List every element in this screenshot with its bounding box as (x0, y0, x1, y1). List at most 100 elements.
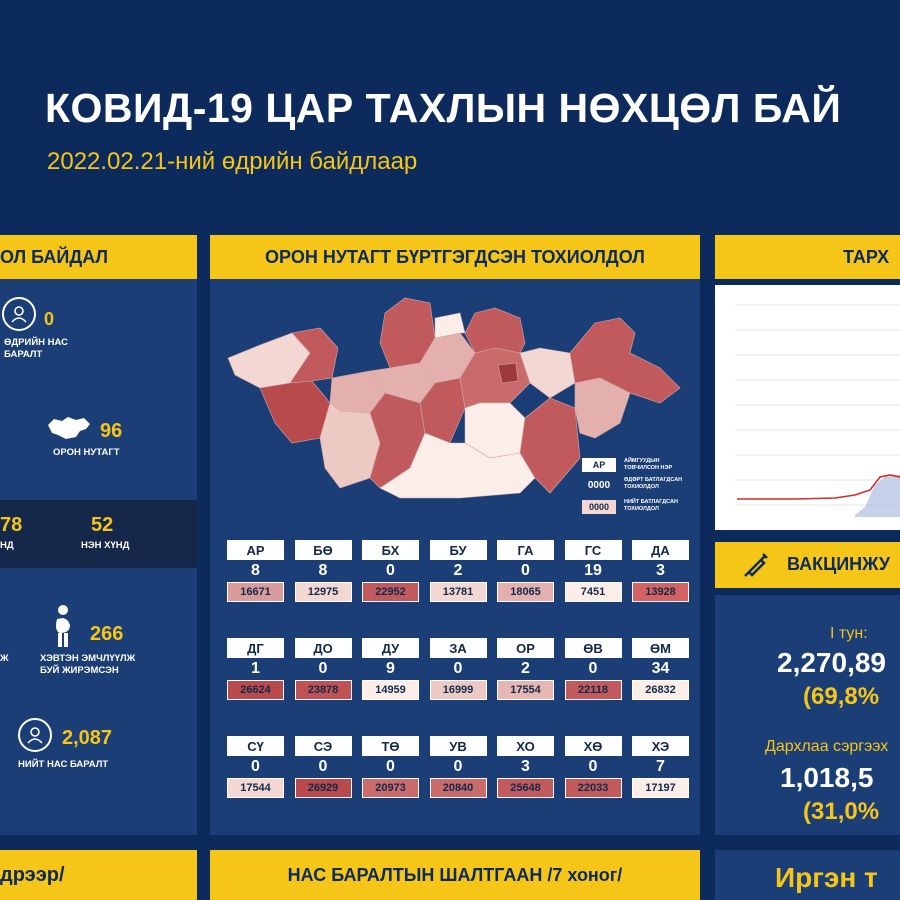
province-code: ӨВ (564, 638, 622, 658)
total-deaths-value: 2,087 (62, 727, 113, 749)
province-code: СЭ (294, 736, 352, 756)
pregnant-side-label: Ж (0, 653, 9, 664)
province-daily-cases: 0 (318, 660, 328, 677)
province-daily-cases: 0 (453, 660, 463, 677)
province-code: ЗА (429, 638, 487, 658)
severe-value: 78 (0, 514, 23, 536)
province-daily-cases: 0 (386, 562, 395, 579)
legend-code-desc: АЙМГУУДЫН ТОВЧИЛСОН НЭР (624, 458, 673, 471)
map-region-selenge (464, 307, 526, 354)
daily-deaths-label: ӨДРИЙН НАС БАРАЛТ (4, 337, 68, 360)
map-region-orkhon (434, 312, 466, 339)
province-grid: АР 8 16671 БӨ 8 12975 БХ 0 22952 БУ 2 13781 ГА 0 18065… (227, 540, 697, 820)
vaccine-header: ВАКЦИНЖУ (715, 542, 900, 588)
pregnant-label: ХЭВТЭН ЭМЧЛҮҮЛЖ БУЙ ЖИРЭМСЭН (40, 653, 136, 676)
province-code: АР (227, 540, 284, 560)
province-code: ДГ (227, 638, 284, 658)
province-daily-cases: 0 (386, 758, 395, 775)
province-total-cases: 20973 (362, 778, 419, 798)
province-cell: ГА 0 18065 (497, 540, 554, 602)
province-total-cases: 17554 (497, 680, 554, 700)
legend-code-sample: АР (582, 458, 616, 472)
province-total-cases: 7451 (564, 582, 622, 602)
booster-value: 1,018,5 (780, 762, 874, 793)
map-region-khentii (519, 347, 576, 399)
dose1-value: 2,270,89 (777, 647, 886, 678)
pregnant-value: 266 (90, 623, 124, 645)
left-bottom-title: дрээр/ (0, 863, 65, 886)
local-cases-label: ОРОН НУТАГТ (53, 447, 120, 458)
province-total-cases: 18065 (497, 582, 554, 602)
province-code: ХО (497, 736, 554, 756)
province-cell: ОР 2 17554 (497, 638, 554, 700)
province-cell: ӨМ 34 26832 (632, 638, 689, 700)
legend-total-sample: 0000 (582, 500, 616, 514)
critical-label: НЭН ХҮНД (81, 540, 130, 551)
left-bottom-header: дрээр/ (0, 850, 197, 900)
province-code: СҮ (227, 736, 284, 756)
legend-daily-sample: 0000 (587, 480, 611, 491)
province-cell: ДА 3 13928 (632, 540, 689, 602)
province-daily-cases: 0 (318, 758, 328, 775)
province-code: ГС (564, 540, 622, 560)
booster-percent: (31,0% (803, 798, 880, 825)
trend-chart-svg (735, 304, 900, 517)
province-daily-cases: 2 (453, 562, 463, 579)
province-code: ӨМ (632, 638, 689, 658)
province-code: БХ (362, 540, 419, 560)
province-code: ДУ (362, 638, 419, 658)
province-cell: ЗА 0 16999 (429, 638, 487, 700)
trend-area (855, 475, 900, 517)
page-date: 2022.02.21-ний өдрийн байдлаар (47, 148, 418, 175)
left-panel: ОЛ БАЙДАЛ 0 ӨДРИЙН НАС БАРАЛТ 96 ОРОН НУ… (0, 235, 197, 835)
province-daily-cases: 0 (251, 758, 260, 775)
province-code: БУ (429, 540, 487, 560)
province-daily-cases: 34 (651, 660, 670, 677)
province-total-cases: 23878 (294, 680, 352, 700)
legend-total-desc: НИЙТ БАТЛАГДСАН ТОХИОЛДОЛ (624, 499, 678, 512)
deceased-person-icon (18, 718, 52, 752)
province-total-cases: 26832 (632, 680, 689, 700)
bottom-center-title: НАС БАРАЛТЫН ШАЛТГААН /7 хоног/ (287, 864, 623, 885)
severe-label: НД (0, 540, 14, 551)
province-daily-cases: 9 (386, 660, 395, 677)
dose1-label: I тун: (830, 625, 868, 642)
province-total-cases: 17197 (632, 778, 689, 798)
province-cell: УВ 0 20840 (429, 736, 487, 798)
province-cell: БХ 0 22952 (362, 540, 419, 602)
province-cell: АР 8 16671 (227, 540, 284, 602)
province-daily-cases: 2 (521, 660, 530, 677)
province-cell: СҮ 0 17544 (227, 736, 284, 798)
map-region-khovd (259, 380, 331, 444)
vaccine-panel: I тун: 2,270,89 (69,8% Дархлаа сэргээх 1… (715, 595, 900, 835)
province-code: ТӨ (362, 736, 419, 756)
province-cell: ГС 19 7451 (564, 540, 622, 602)
province-total-cases: 13781 (429, 582, 487, 602)
critical-value: 52 (91, 514, 114, 536)
province-total-cases: 16671 (227, 582, 284, 602)
province-cell: ХӨ 0 22033 (564, 736, 622, 798)
mongolia-map-icon (46, 415, 92, 446)
vaccine-title: ВАКЦИНЖУ (787, 554, 891, 574)
province-daily-cases: 19 (584, 562, 602, 579)
dose1-percent: (69,8% (803, 683, 880, 710)
province-cell: ТӨ 0 20973 (362, 736, 419, 798)
bottom-center-header: НАС БАРАЛТЫН ШАЛТГААН /7 хоног/ (210, 850, 700, 900)
left-panel-title: ОЛ БАЙДАЛ (0, 246, 109, 267)
province-total-cases: 17544 (227, 778, 284, 798)
page-title: КОВИД-19 ЦАР ТАХЛЫН НӨХЦӨЛ БАЙ (45, 85, 842, 131)
province-daily-cases: 3 (656, 562, 665, 579)
severity-band: 78 НД 52 НЭН ХҮНД (0, 500, 197, 568)
province-cell: ХО 3 25648 (497, 736, 554, 798)
province-cell: ӨВ 0 22118 (564, 638, 622, 700)
province-code: ГА (497, 540, 554, 560)
trend-header: ТАРХ (715, 235, 900, 279)
legend-daily-desc: ӨДӨРТ БАТЛАГДСАН ТОХИОЛДОЛ (624, 477, 683, 490)
province-total-cases: 25648 (497, 778, 554, 798)
syringe-icon (741, 550, 769, 585)
map-region-umnugovi (379, 432, 536, 499)
daily-deaths-value: 0 (44, 309, 55, 329)
province-code: ОР (497, 638, 554, 658)
province-total-cases: 16999 (429, 680, 487, 700)
province-cell: ХЭ 7 17197 (632, 736, 689, 798)
